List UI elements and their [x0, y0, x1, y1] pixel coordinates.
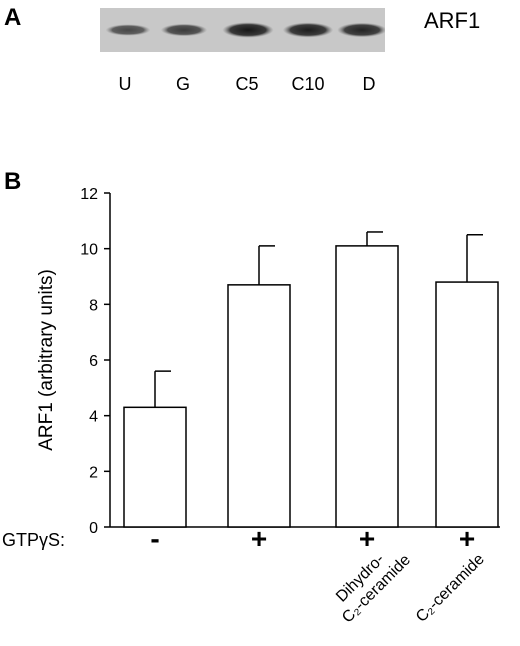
y-axis-label: ARF1 (arbitrary units) [36, 269, 57, 451]
panel-b-letter: B [4, 168, 22, 195]
blot-band-3 [222, 22, 274, 38]
y-tick-label: 0 [89, 520, 98, 537]
lane-label: C10 [291, 74, 325, 94]
lane-label: D [362, 74, 376, 94]
gtp-mark: + [251, 523, 267, 554]
bar [335, 245, 399, 528]
bar [227, 284, 291, 528]
y-tick-label: 6 [89, 353, 98, 370]
bar [123, 406, 187, 528]
y-tick-label: 12 [80, 186, 98, 203]
gtp-mark: + [359, 523, 375, 554]
blot-band-1 [105, 24, 151, 36]
lane-label: C5 [235, 74, 259, 94]
gtp-mark: + [459, 523, 475, 554]
gtp-mark: - [150, 523, 159, 554]
protein-label: ARF1 [424, 8, 481, 33]
y-tick-label: 2 [89, 464, 98, 481]
blot-band-4 [282, 22, 334, 38]
y-tick-label: 8 [89, 297, 98, 314]
lane-label: G [175, 74, 190, 94]
bar [435, 281, 499, 528]
gtp-label: GTPγS: [2, 530, 65, 550]
blot-band-2 [160, 23, 208, 37]
y-tick-label: 4 [89, 409, 98, 426]
panel-a-letter: A [4, 4, 22, 31]
western-blot [100, 8, 385, 52]
blot-band-5 [337, 22, 385, 38]
lane-label: U [118, 74, 132, 94]
treatment-label-line2: C₂-ceramide [413, 551, 488, 626]
y-tick-label: 10 [80, 242, 98, 259]
treatment-label: C₂-ceramide [413, 551, 488, 626]
